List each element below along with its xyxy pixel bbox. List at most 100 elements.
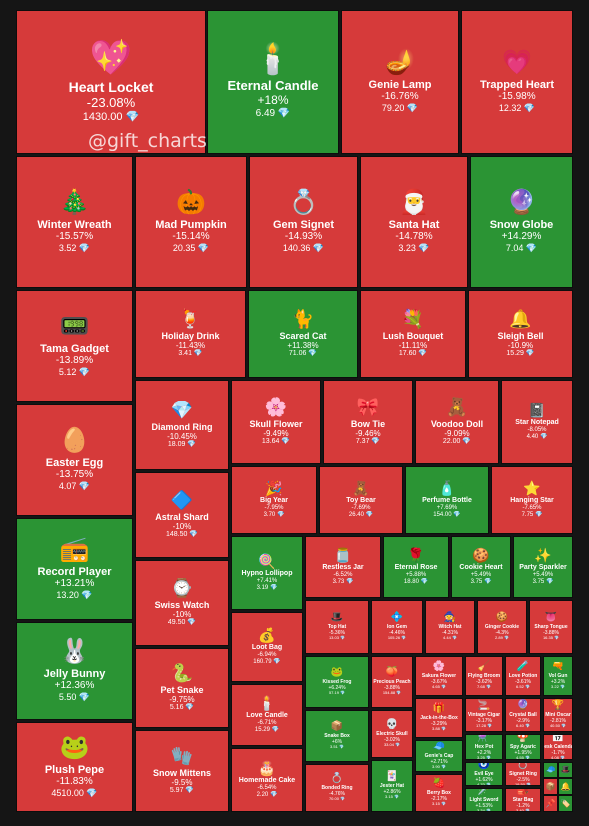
tile-big-year[interactable]: 🎉 Big Year -7.95% 3.70 💎 <box>231 466 317 534</box>
tile-bow-tie[interactable]: 🎀 Bow Tie -9.46% 7.37 💎 <box>323 380 413 464</box>
gift-icon: 🎂 <box>258 759 276 776</box>
tile-vintage-cigar[interactable]: 🚬 Vintage Cigar -3.17% 17.28 💎 <box>465 698 503 732</box>
diamond-icon: 💎 <box>559 684 565 690</box>
tile-heart-locket[interactable]: 💖 Heart Locket -23.08% 1430.00 💎 <box>16 10 206 154</box>
tile-light-sword[interactable]: 🗡️ Light Sword +1.53% 3.34 💎 <box>465 788 503 812</box>
tile-gem-signet[interactable]: 💍 Gem Signet -14.93% 140.36 💎 <box>249 156 358 288</box>
tile-flying-broom[interactable]: 🧹 Flying Broom -3.62% 7.68 💎 <box>465 656 503 696</box>
gift-change: +11.38% <box>287 341 319 351</box>
tile-bonded-ring[interactable]: 💍 Bonded Ring -4.76% 70.00 💎 <box>305 764 369 812</box>
tile-jack-in-the-box[interactable]: 🎁 Jack-in-the-Box -3.29% 3.88 💎 <box>415 698 463 738</box>
tile-ion-gem[interactable]: 💠 Ion Gem -4.46% 105.26 💎 <box>371 600 423 654</box>
tile-box[interactable]: 📦 <box>543 778 558 795</box>
tile-eternal-candle[interactable]: 🕯️ Eternal Candle +18% 6.49 💎 <box>207 10 339 154</box>
tile-sakura-flower[interactable]: 🌸 Sakura Flower -3.67% 4.65 💎 <box>415 656 463 696</box>
tile-hanging-star[interactable]: ⭐ Hanging Star -7.65% 7.75 💎 <box>491 466 573 534</box>
tile-tama-gadget[interactable]: 📟 Tama Gadget -13.89% 5.12 💎 <box>16 290 133 402</box>
tile-precious-peach[interactable]: 🍑 Precious Peach -3.88% 154.88 💎 <box>371 656 413 708</box>
tile-love-potion[interactable]: 🧪 Love Potion -3.61% 6.52 💎 <box>505 656 541 696</box>
tile-sleigh-bell[interactable]: 🔔 Sleigh Bell -10.9% 15.29 💎 <box>468 290 573 378</box>
tile-love-candle[interactable]: 🕯️ Love Candle -6.71% 15.29 💎 <box>231 684 303 746</box>
diamond-icon: 💎 <box>281 438 291 446</box>
gift-price: 13.64 💎 <box>261 438 291 446</box>
gift-price: 3.73 💎 <box>332 579 354 586</box>
tile-cap[interactable]: 🧢 <box>543 762 558 778</box>
tile-jelly-bunny[interactable]: 🐰 Jelly Bunny +12.36% 5.50 💎 <box>16 622 133 720</box>
gift-change: -13.89% <box>55 355 94 367</box>
gift-change: -3.17% <box>476 717 492 724</box>
tile-evil-eye[interactable]: 🧿 Evil Eye +1.62% 4.70 💎 <box>465 762 503 786</box>
tile-desk-calendar[interactable]: 📅Desk Calendar-1.7%4.08 💎 <box>543 734 573 760</box>
tile-crystal-ball[interactable]: 🔮 Crystal Ball -2.9% 6.40 💎 <box>505 698 541 732</box>
gift-change: -4.3% <box>495 629 509 636</box>
tile-party-sparkler[interactable]: ✨ Party Sparkler +5.49% 3.75 💎 <box>513 536 573 598</box>
gift-icon: 🧙 <box>443 612 457 624</box>
tile-kissed-frog[interactable]: 🐸 Kissed Frog +6.24% 57.19 💎 <box>305 656 369 708</box>
diamond-icon: 💎 <box>187 441 197 449</box>
tile-trapped-heart[interactable]: 💗 Trapped Heart -15.98% 12.32 💎 <box>461 10 573 154</box>
tile-ginger-cookie[interactable]: 🍪 Ginger Cookie -4.3% 2.89 💎 <box>477 600 527 654</box>
diamond-icon: 💎 <box>312 242 325 253</box>
tile-snow-mittens[interactable]: 🧤 Snow Mittens -9.5% 5.97 💎 <box>135 730 229 812</box>
tile-mad-pumpkin[interactable]: 🎃 Mad Pumpkin -15.14% 20.35 💎 <box>135 156 247 288</box>
tile-tag[interactable]: 🏷️ <box>558 795 573 812</box>
tile-cookie-heart[interactable]: 🍪 Cookie Heart +5.49% 3.75 💎 <box>451 536 511 598</box>
tile-jester-hat[interactable]: 🃏 Jester Hat +2.86% 3.15 💎 <box>371 760 413 812</box>
tile-scared-cat[interactable]: 🐈 Scared Cat +11.38% 71.06 💎 <box>248 290 358 378</box>
tile-holiday-drink[interactable]: 🍹 Holiday Drink -11.43% 3.41 💎 <box>135 290 246 378</box>
tile-hypno-lollipop[interactable]: 🍭 Hypno Lollipop +7.41% 3.19 💎 <box>231 536 303 610</box>
tile-genie-lamp[interactable]: 🪔 Genie Lamp -16.76% 79.20 💎 <box>341 10 459 154</box>
tile-plush-pepe[interactable]: 🐸 Plush Pepe -11.83% 4510.00 💎 <box>16 722 133 812</box>
gift-name: Restless Jar <box>322 564 364 572</box>
tile-loot-bag[interactable]: 💰 Loot Bag -6.94% 160.79 💎 <box>231 612 303 682</box>
gift-icon: ⭐ <box>523 479 541 496</box>
tile-electric-skull[interactable]: 💀 Electric Skull -3.02% 33.04 💎 <box>371 710 413 758</box>
gift-name: Eternal Candle <box>227 78 319 94</box>
tile-spy-agaric[interactable]: 🍄 Spy Agaric +1.95% 4.55 💎 <box>505 734 541 760</box>
tile-witch-hat[interactable]: 🧙 Witch Hat -4.31% 4.44 💎 <box>425 600 475 654</box>
tile-homemade-cake[interactable]: 🎂 Homemade Cake -6.54% 2.20 💎 <box>231 748 303 812</box>
tile-restless-jar[interactable]: 🫙 Restless Jar -6.52% 3.73 💎 <box>305 536 381 598</box>
gift-name: Cookie Heart <box>459 564 503 572</box>
gift-name: Berry Box <box>427 789 451 796</box>
gift-price: 17.60 💎 <box>398 350 428 358</box>
tile-vol-gun[interactable]: 🔫 Vol Gun +3.2% 3.22 💎 <box>543 656 573 696</box>
tile-diamond-ring[interactable]: 💎 Diamond Ring -10.45% 18.09 💎 <box>135 380 229 470</box>
gift-name: Electric Skull <box>376 730 408 737</box>
tile-perfume-bottle[interactable]: 🧴 Perfume Bottle +7.69% 154.00 💎 <box>405 466 489 534</box>
gift-icon: 🎃 <box>176 188 206 216</box>
tile-easter-egg[interactable]: 🥚 Easter Egg -13.75% 4.07 💎 <box>16 404 133 516</box>
tile-star-bag[interactable]: 🎒 Star Bag -1.2% 3.40 💎 <box>505 788 541 812</box>
tile-star-notepad[interactable]: 📓 Star Notepad -8.05% 4.40 💎 <box>501 380 573 464</box>
tile-record-player[interactable]: 📻 Record Player +13.21% 13.20 💎 <box>16 518 133 620</box>
tile-berry-box[interactable]: 🍓 Berry Box -2.17% 3.15 💎 <box>415 774 463 812</box>
tile-astral-shard[interactable]: 🔷 Astral Shard -10% 148.50 💎 <box>135 472 229 558</box>
tile-winter-wreath[interactable]: 🎄 Winter Wreath -15.57% 3.52 💎 <box>16 156 133 288</box>
tile-voodoo-doll[interactable]: 🧸 Voodoo Doll -9.09% 22.00 💎 <box>415 380 499 464</box>
tile-genie-s-cap[interactable]: 🧢 Genie's Cap +2.71% 3.90 💎 <box>415 740 463 772</box>
tile-hex-pot[interactable]: ⚗️ Hex Pot +2.2% 3.25 💎 <box>465 734 503 760</box>
tile-bell[interactable]: 🔔 <box>558 778 573 795</box>
gift-change: -10.45% <box>167 432 197 442</box>
tile-signet-ring[interactable]: 💍 Signet Ring -2.5% 19.50 💎 <box>505 762 541 786</box>
gift-price: 154.00 💎 <box>433 512 461 519</box>
tile-toy-bear[interactable]: 🧸 Toy Bear -7.69% 26.40 💎 <box>319 466 403 534</box>
tile-pet-snake[interactable]: 🐍 Pet Snake -9.75% 5.16 💎 <box>135 648 229 728</box>
gift-change: -9.5% <box>171 778 193 788</box>
tile-eternal-rose[interactable]: 🌹 Eternal Rose +5.88% 18.80 💎 <box>383 536 449 598</box>
tile-lush-bouquet[interactable]: 💐 Lush Bouquet -11.11% 17.60 💎 <box>360 290 466 378</box>
tile-top-hat[interactable]: 🎩 Top Hat -5.36% 13.03 💎 <box>305 600 369 654</box>
tile-hat[interactable]: 🎩 <box>558 762 573 778</box>
tile-santa-hat[interactable]: 🎅 Santa Hat -14.78% 3.23 💎 <box>360 156 468 288</box>
tile-snake-box[interactable]: 📦 Snake Box +6% 3.51 💎 <box>305 710 369 762</box>
tile-skull-flower[interactable]: 🌸 Skull Flower -9.49% 13.64 💎 <box>231 380 321 464</box>
tile-pin[interactable]: 📌 <box>543 795 558 812</box>
tile-mini-oscar[interactable]: 🏆 Mini Oscar -2.81% 40.50 💎 <box>543 698 573 732</box>
gift-icon: 🔔 <box>509 308 532 329</box>
tile-swiss-watch[interactable]: ⌚ Swiss Watch -10% 49.50 💎 <box>135 560 229 646</box>
tile-snow-globe[interactable]: 🔮 Snow Globe +14.29% 7.04 💎 <box>470 156 573 288</box>
diamond-icon: 💎 <box>78 480 91 491</box>
tile-sharp-tongue[interactable]: 👅 Sharp Tongue -3.88% 16.35 💎 <box>529 600 573 654</box>
gift-change: +1.95% <box>514 749 532 756</box>
